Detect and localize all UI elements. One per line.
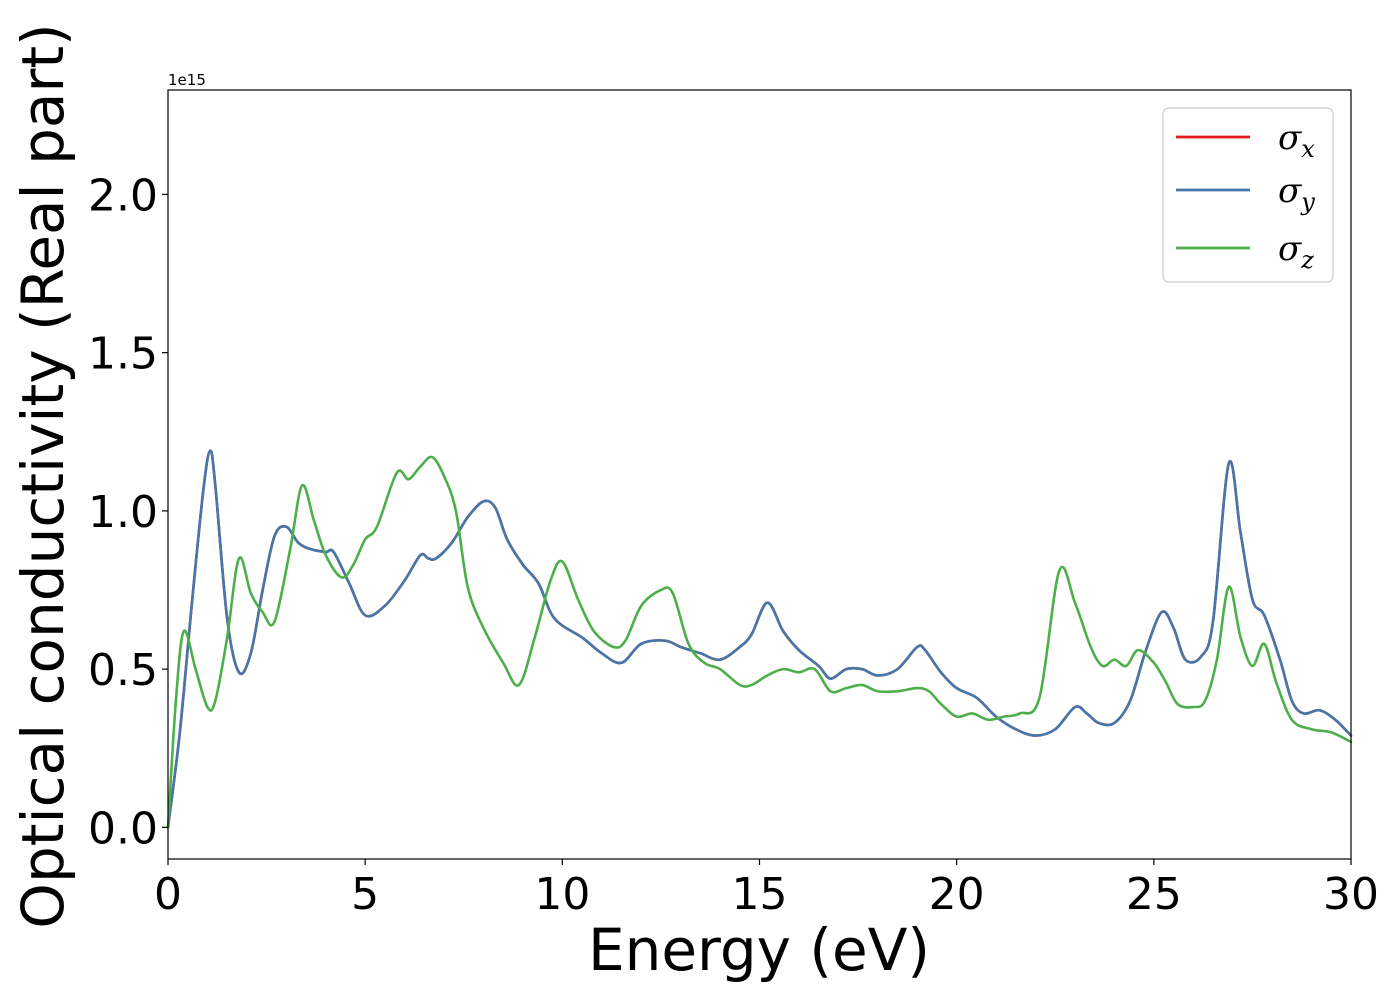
x-tick-label: 20 (929, 869, 985, 920)
legend-label-x: σx (1278, 118, 1315, 163)
x-tick-label: 15 (732, 869, 788, 920)
x-tick-label: 25 (1126, 869, 1182, 920)
series-layer (166, 449, 1353, 829)
x-tick-label: 30 (1323, 869, 1379, 920)
legend-label-y: σy (1278, 171, 1315, 216)
legend-label-z: σz (1278, 229, 1314, 274)
x-tick-label: 0 (154, 869, 182, 920)
legend: σx σy σz (1162, 107, 1334, 283)
y-axis: 0.0 0.5 1.0 1.5 2.0 (88, 170, 168, 854)
x-tick-label: 5 (351, 869, 379, 920)
y-tick-label: 1.0 (88, 487, 158, 538)
y-tick-label: 1.5 (88, 329, 158, 380)
x-axis-title: Energy (eV) (588, 916, 930, 984)
x-tick-label: 10 (534, 869, 590, 920)
y-axis-title: Optical conductivity (Real part) (9, 23, 77, 928)
y-offset-label: 1e15 (168, 71, 206, 89)
x-axis: 0 5 10 15 20 25 30 (154, 859, 1379, 920)
y-tick-label: 0.0 (88, 803, 158, 854)
series-line-z (166, 455, 1353, 829)
y-tick-label: 0.5 (88, 645, 158, 696)
y-tick-label: 2.0 (88, 170, 158, 221)
series-line-y (166, 449, 1353, 829)
legend-box (1162, 107, 1334, 283)
